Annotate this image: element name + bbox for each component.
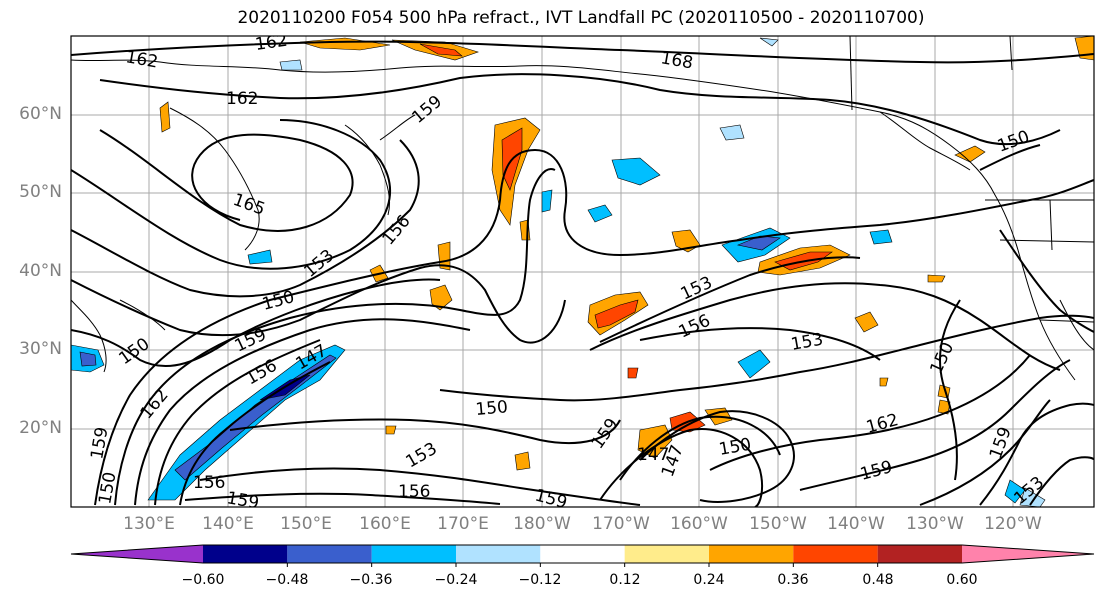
colorbar-outline <box>70 544 1095 564</box>
colorbar-tick-label: −0.48 <box>265 572 309 588</box>
lon-label: 140°W <box>827 514 885 534</box>
lat-label: 60°N <box>19 104 62 124</box>
lon-label: 120°W <box>984 514 1042 534</box>
colorbar-segment <box>540 545 625 563</box>
colorbar-tick-label: 0.60 <box>946 572 978 588</box>
lon-label: 160°E <box>359 514 411 534</box>
colorbar <box>70 544 1095 567</box>
colorbar-tick-label: 0.12 <box>609 572 641 588</box>
lon-label: 130°E <box>123 514 175 534</box>
colorbar-tick-label: 0.24 <box>693 572 725 588</box>
lon-label: 150°W <box>749 514 807 534</box>
coastlines <box>71 36 1094 381</box>
contour-label: 150 <box>475 397 509 420</box>
lon-label: 140°E <box>202 514 254 534</box>
colorbar-segment <box>203 545 288 563</box>
colorbar-segment <box>456 545 541 563</box>
map-frame <box>70 35 1095 508</box>
colorbar-segment <box>624 545 709 563</box>
lat-label: 30°N <box>19 339 62 359</box>
colorbar-segment <box>962 545 1094 563</box>
colorbar-segment <box>71 545 203 563</box>
colorbar-segment <box>371 545 456 563</box>
colorbar-tick-label: −0.60 <box>181 572 225 588</box>
colorbar-tick-label: 0.48 <box>862 572 894 588</box>
contour-label: 162 <box>226 89 258 109</box>
colorbar-segment <box>877 545 962 563</box>
contour-label: 147 <box>637 445 669 465</box>
colorbar-segment <box>709 545 794 563</box>
lon-label: 170°E <box>437 514 489 534</box>
contour-label: 156 <box>398 482 430 502</box>
colorbar-segment <box>287 545 372 563</box>
contour-label: 159 <box>225 488 260 513</box>
contour-label: 159 <box>533 486 570 514</box>
colorbar-tick-label: 0.36 <box>777 572 809 588</box>
lon-label: 180°W <box>513 514 571 534</box>
contour-label: 162 <box>254 31 289 55</box>
lat-label: 20°N <box>19 418 62 438</box>
lon-label: 150°E <box>280 514 332 534</box>
colorbar-tick-label: −0.36 <box>349 572 393 588</box>
lon-label: 130°W <box>906 514 964 534</box>
lon-label: 160°W <box>670 514 728 534</box>
colorbar-tick-label: −0.24 <box>434 572 478 588</box>
colorbar-tick-label: −0.12 <box>518 572 562 588</box>
contour-lines <box>71 40 1094 507</box>
contour-label: 156 <box>193 473 225 493</box>
lat-label: 50°N <box>19 182 62 202</box>
map-title: 2020110200 F054 500 hPa refract., IVT La… <box>237 8 925 28</box>
lat-label: 40°N <box>19 261 62 281</box>
colorbar-segment <box>793 545 878 563</box>
lon-label: 170°W <box>592 514 650 534</box>
